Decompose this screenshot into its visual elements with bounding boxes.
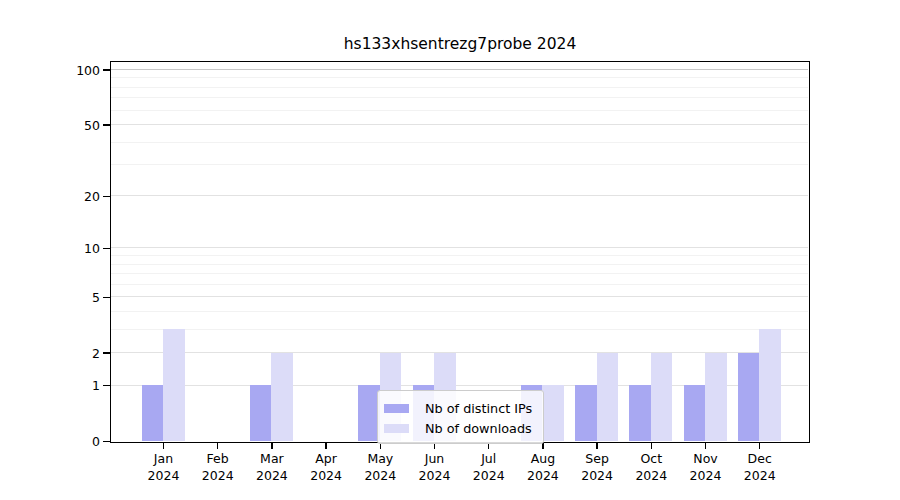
y-tick-mark <box>103 352 110 353</box>
legend: Nb of distinct IPs Nb of downloads <box>377 390 544 444</box>
y-tick-label: 10 <box>0 240 100 257</box>
bar-distinct-ips <box>142 385 164 441</box>
minor-gridline <box>111 255 808 256</box>
y-tick-label: 1 <box>0 377 100 394</box>
x-tick-mark <box>325 443 326 449</box>
y-tick-mark <box>103 124 110 125</box>
major-gridline <box>111 69 808 70</box>
y-tick-label: 100 <box>0 62 100 79</box>
major-gridline <box>111 352 808 353</box>
bar-downloads <box>651 353 673 441</box>
x-tick-mark <box>271 443 272 449</box>
bar-distinct-ips <box>250 385 272 441</box>
major-gridline <box>111 195 808 196</box>
y-tick-label: 0 <box>0 433 100 450</box>
minor-gridline <box>111 87 808 88</box>
major-gridline <box>111 296 808 297</box>
bar-downloads <box>163 329 185 441</box>
minor-gridline <box>111 97 808 98</box>
bar-downloads <box>597 353 619 441</box>
x-tick-month: Dec <box>715 450 805 467</box>
bar-downloads <box>271 353 293 441</box>
minor-gridline <box>111 264 808 265</box>
y-tick-mark <box>103 248 110 249</box>
x-tick-mark <box>542 443 543 449</box>
major-gridline <box>111 124 808 125</box>
x-tick-mark <box>163 443 164 449</box>
minor-gridline <box>111 329 808 330</box>
x-tick-mark <box>596 443 597 449</box>
y-tick-mark <box>103 69 110 70</box>
y-tick-mark <box>103 196 110 197</box>
x-tick-mark <box>759 443 760 449</box>
y-tick-mark <box>103 297 110 298</box>
bar-downloads <box>759 329 781 441</box>
minor-gridline <box>111 273 808 274</box>
x-tick-mark <box>705 443 706 449</box>
major-gridline <box>111 247 808 248</box>
y-tick-mark <box>103 385 110 386</box>
legend-label-downloads: Nb of downloads <box>425 421 532 436</box>
bar-distinct-ips <box>738 353 760 441</box>
y-tick-label: 2 <box>0 345 100 362</box>
minor-gridline <box>111 77 808 78</box>
bar-downloads <box>705 353 727 441</box>
bar-distinct-ips <box>575 385 597 441</box>
y-tick-label: 5 <box>0 289 100 306</box>
bar-downloads <box>542 385 564 441</box>
legend-item-downloads: Nb of downloads <box>384 418 537 438</box>
figure: hs133xhsentrezg7probe 2024 Nb of distinc… <box>0 0 900 500</box>
minor-gridline <box>111 284 808 285</box>
bar-distinct-ips <box>684 385 706 441</box>
y-tick-label: 20 <box>0 188 100 205</box>
bar-distinct-ips <box>629 385 651 441</box>
y-tick-mark <box>103 441 110 442</box>
minor-gridline <box>111 142 808 143</box>
x-tick-mark <box>651 443 652 449</box>
x-tick-year: 2024 <box>715 467 805 484</box>
x-tick-label: Dec2024 <box>715 450 805 484</box>
legend-swatch-ips <box>384 404 409 413</box>
plot-area: Nb of distinct IPs Nb of downloads <box>110 61 810 443</box>
minor-gridline <box>111 311 808 312</box>
y-tick-label: 50 <box>0 117 100 134</box>
minor-gridline <box>111 164 808 165</box>
minor-gridline <box>111 110 808 111</box>
legend-swatch-downloads <box>384 424 409 433</box>
x-tick-mark <box>217 443 218 449</box>
chart-title: hs133xhsentrezg7probe 2024 <box>110 35 810 53</box>
legend-item-distinct-ips: Nb of distinct IPs <box>384 398 537 418</box>
legend-label-ips: Nb of distinct IPs <box>425 401 532 416</box>
